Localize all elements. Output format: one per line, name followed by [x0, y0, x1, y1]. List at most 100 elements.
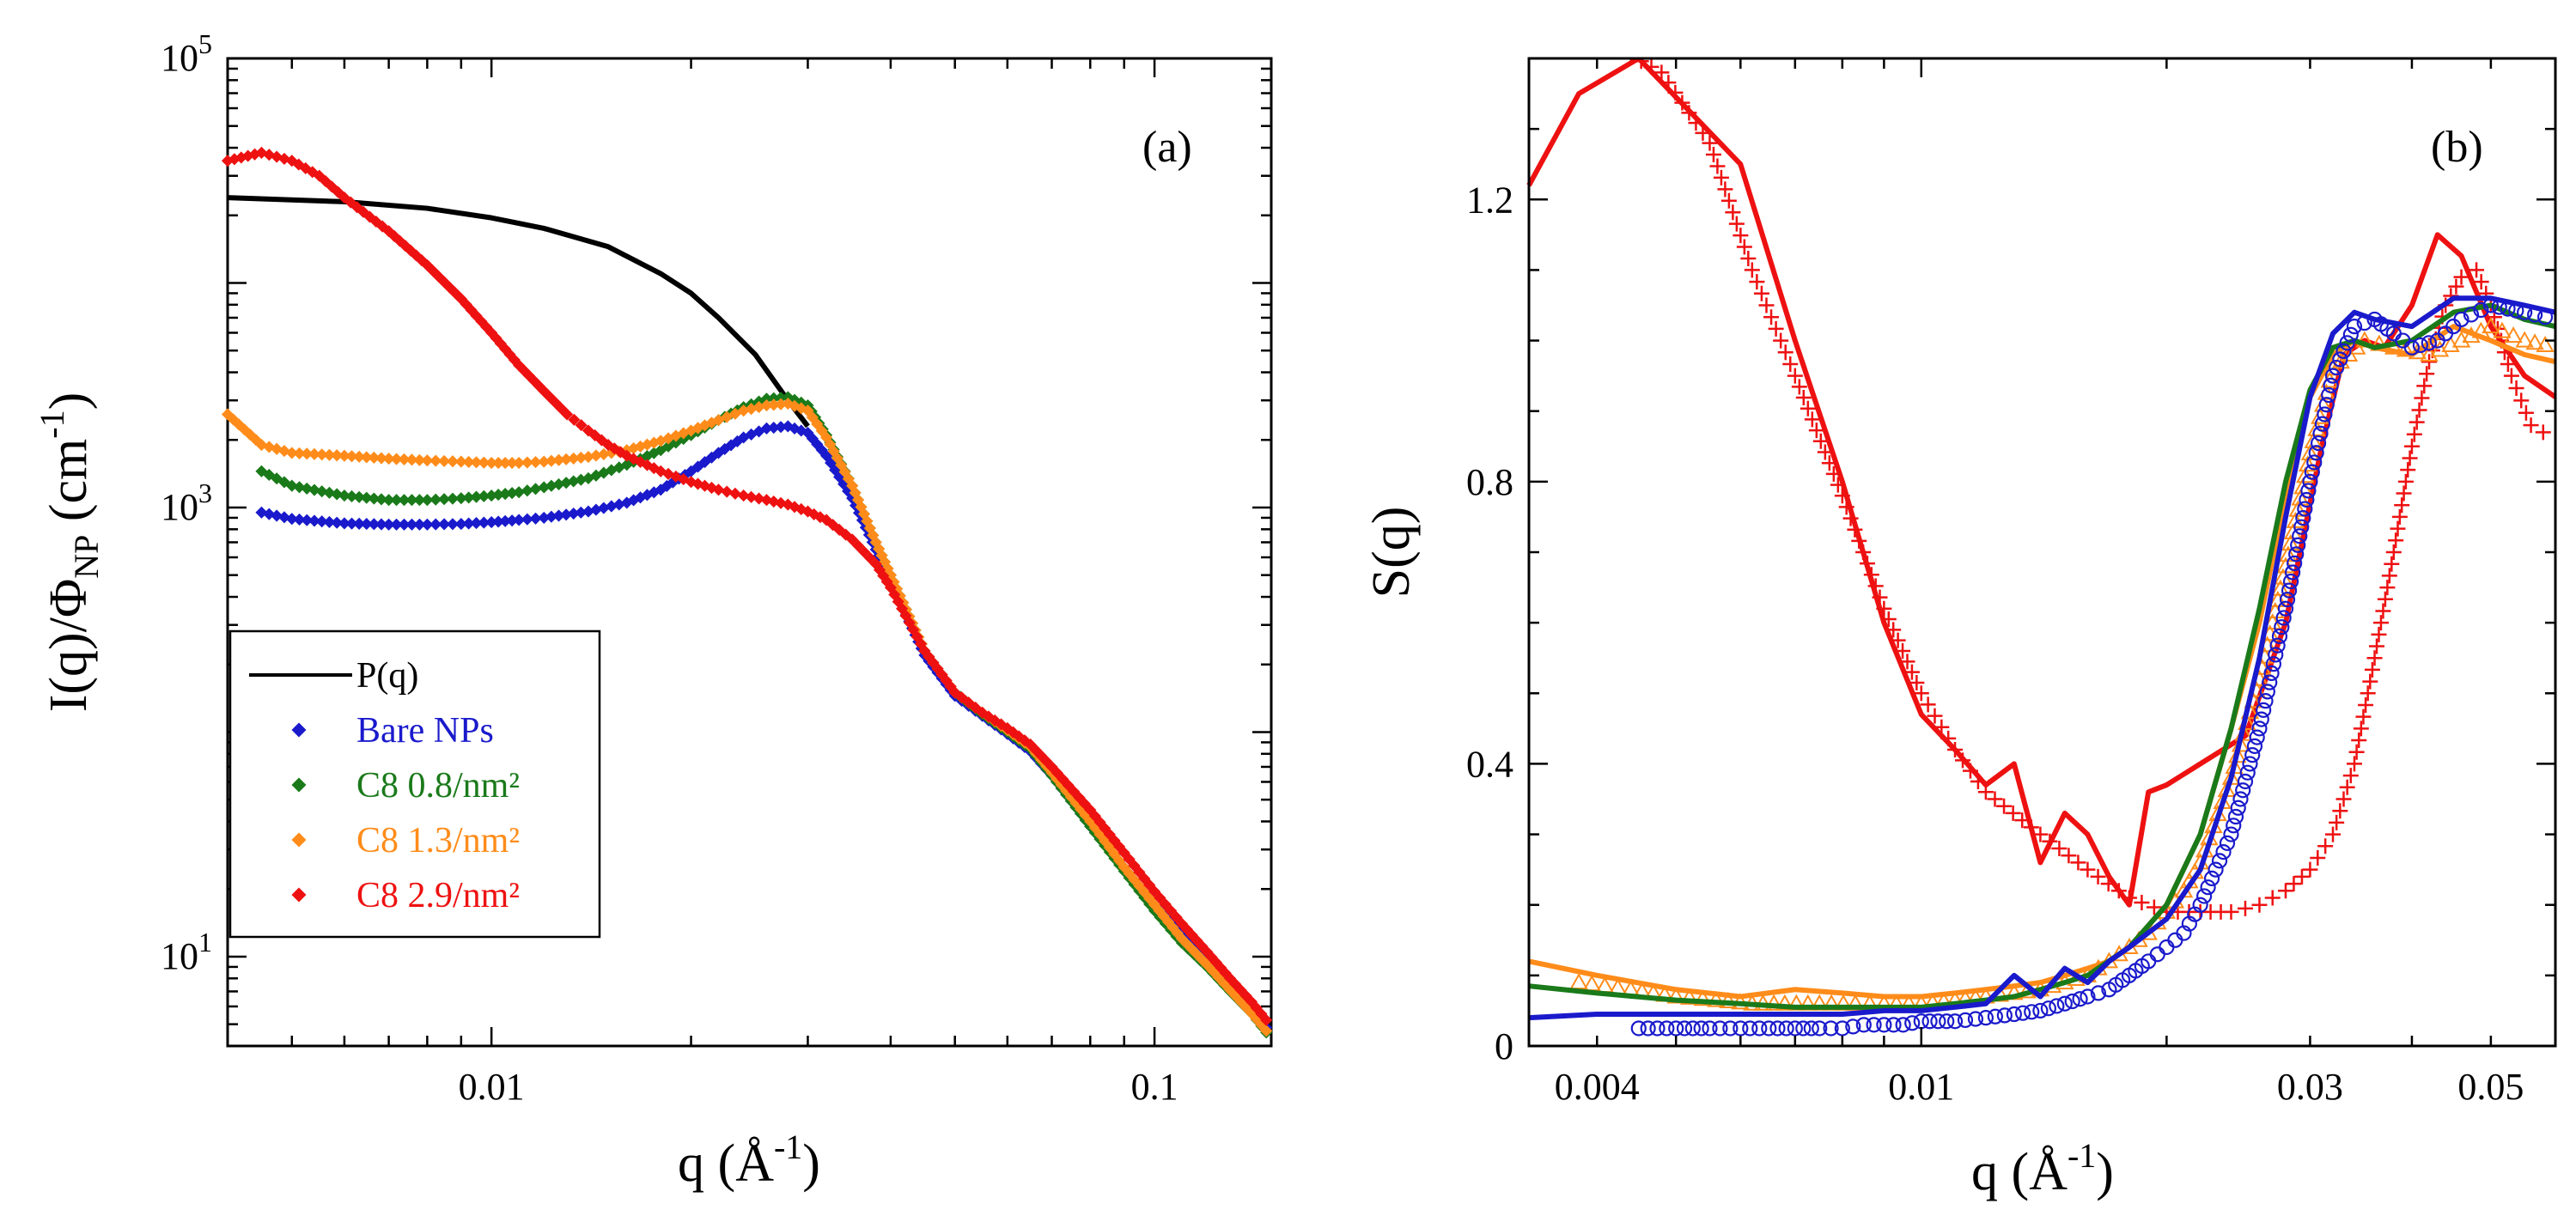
panel-b-data-point — [2504, 326, 2523, 344]
panel-a-data-point — [492, 515, 505, 528]
panel-b-data-point — [1859, 556, 1875, 572]
panel-b-data-point — [2265, 656, 2281, 672]
panel-a-data-point — [774, 421, 788, 434]
legend-swatch-c8-08 — [291, 777, 307, 793]
panel-a-data-point — [390, 494, 403, 507]
panel-b-data-point — [1775, 994, 1794, 1011]
panel-a-data-point — [745, 490, 758, 503]
panel-b-data-point — [2421, 335, 2437, 351]
panel-b-data-point — [2307, 419, 2326, 436]
panel-a-data-point — [521, 513, 533, 526]
panel-a-data-point — [760, 398, 773, 412]
panel-b-data-point — [2285, 564, 2301, 581]
panel-a-data-point — [429, 493, 442, 506]
panel-b-data-point — [1977, 784, 1994, 800]
panel-b-data-point — [2282, 573, 2299, 590]
panel-b-data-point — [2515, 331, 2534, 348]
panel-b-data-point — [1753, 285, 1769, 301]
panel-b-data-point — [2356, 314, 2372, 331]
panel-b-data-point — [2192, 897, 2208, 913]
panel-b-series-4 — [1528, 302, 2556, 1010]
panel-b-data-point — [2110, 883, 2127, 899]
panel-a-frame — [226, 57, 1273, 1048]
panel-b-data-point — [2146, 899, 2162, 915]
panel-a-data-point — [560, 508, 573, 521]
panel-b-data-point — [1920, 696, 1936, 713]
panel-b-data-point — [1872, 589, 1888, 605]
panel-b-data-point — [1823, 1020, 1839, 1037]
panel-b-data-point — [2211, 853, 2228, 869]
panel-b-data-point — [1705, 147, 1721, 163]
panel-b-series-1 — [1603, 36, 2551, 920]
panel-b-data-point — [2200, 879, 2216, 896]
panel-b-data-point — [2372, 615, 2389, 631]
panel-b-data-point — [2535, 424, 2551, 441]
panel-b-data-point — [2517, 304, 2533, 320]
panel-b-data-point — [2064, 993, 2080, 1010]
panel-b-y-tick-label: 0 — [1495, 1025, 1513, 1067]
panel-a-data-point — [301, 514, 314, 526]
panel-a-data-point — [582, 450, 595, 464]
panel-b-data-point — [1987, 791, 2003, 807]
panel-b-data-point — [2051, 841, 2067, 856]
panel-b-data-point — [2397, 473, 2414, 489]
panel-b-x-tick-label: 0.05 — [2457, 1066, 2524, 1108]
panel-b-data-point — [1885, 1017, 1902, 1033]
panel-b-data-point — [2369, 638, 2385, 654]
panel-b-data-point — [1668, 1020, 1684, 1037]
panel-b-data-point — [2384, 556, 2400, 572]
panel-a-data-point — [382, 518, 395, 531]
panel-a-data-point — [405, 453, 418, 466]
panel-b-data-point — [2473, 301, 2489, 319]
panel-a-data-point — [345, 517, 358, 530]
panel-b-data-point — [2235, 782, 2251, 799]
panel-b-data-point — [2292, 528, 2308, 544]
panel-b-data-point — [1768, 320, 1784, 337]
panel-b-data-point — [2396, 485, 2412, 502]
panel-b-data-point — [2159, 939, 2175, 956]
panel-a-data-point — [513, 514, 526, 526]
panel-b-data-point — [2317, 406, 2333, 423]
panel-b-data-point — [1693, 989, 1713, 1006]
panel-b-data-point — [2196, 888, 2213, 904]
panel-b-data-point — [2006, 1006, 2022, 1023]
panel-b-data-point — [2251, 897, 2268, 913]
panel-b-data-point — [2304, 464, 2320, 480]
panel-b-data-point — [2269, 637, 2286, 654]
panel-a-data-point — [308, 483, 321, 496]
panel-a-data-point — [323, 448, 336, 461]
panel-b-data-point — [1740, 250, 1757, 266]
panel-a-data-point — [446, 518, 460, 531]
panel-b-data-point — [2056, 995, 2073, 1012]
panel-b-data-point — [2014, 1005, 2031, 1021]
panel-b-data-point — [2366, 650, 2383, 666]
panel-a-data-point — [521, 456, 533, 469]
panel-a-data-point — [470, 517, 483, 530]
panel-b-data-point — [2227, 808, 2244, 825]
panel-b-data-point — [2219, 835, 2236, 851]
panel-a-data-point — [760, 422, 773, 435]
panel-b-data-point — [2249, 729, 2265, 745]
panel-b-data-point — [2268, 647, 2284, 663]
panel-b-data-point — [1787, 1020, 1803, 1037]
panel-a-data-point — [375, 518, 388, 531]
panel-b-data-point — [1707, 990, 1726, 1007]
panel-a-data-point — [398, 494, 411, 507]
panel-a-data-point — [767, 392, 780, 404]
panel-b-data-point — [1970, 773, 1986, 789]
panel-a-data-point — [767, 398, 780, 411]
panel-a-series-0 — [227, 195, 810, 429]
panel-b-data-point — [1834, 488, 1850, 504]
panel-b-data-point — [2275, 610, 2292, 626]
panel-b-data-point — [2287, 555, 2303, 572]
panel-b-data-point — [1895, 1017, 1911, 1033]
panel-a-data-point — [353, 517, 366, 530]
panel-b-data-point — [1778, 1020, 1794, 1037]
panel-b-ticks — [1529, 57, 2557, 1048]
panel-a-data-point — [308, 447, 321, 460]
panel-a-data-point — [529, 512, 542, 525]
panel-b-data-point — [2121, 890, 2137, 906]
panel-b-data-point — [1899, 654, 1915, 670]
panel-a-data-point — [331, 516, 344, 529]
panel-a-data-point — [315, 448, 328, 461]
